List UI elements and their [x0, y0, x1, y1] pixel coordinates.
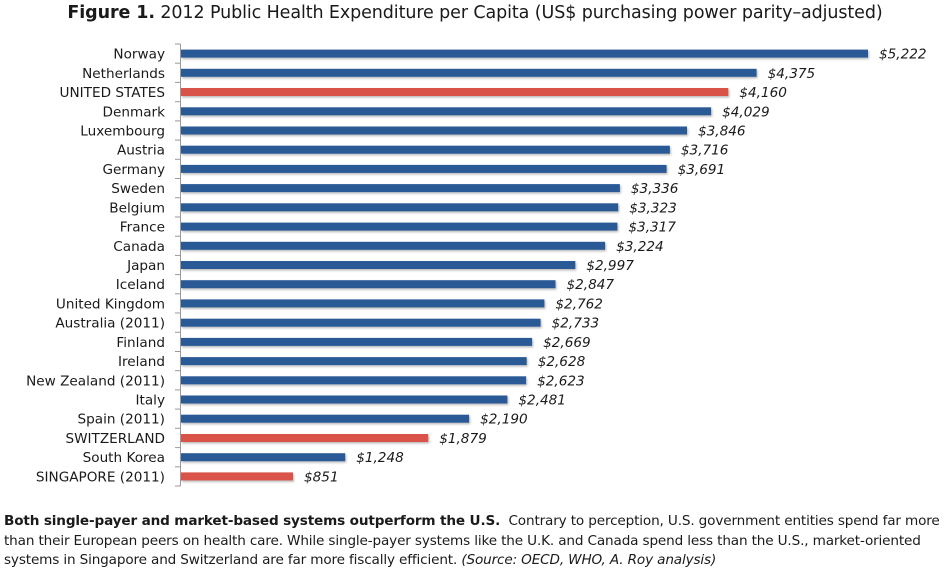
bar-netherlands: [181, 68, 757, 77]
value-label: $1,248: [356, 450, 404, 466]
bar-finland: [181, 337, 533, 346]
bar-austria: [181, 145, 670, 154]
bar-japan: [181, 261, 576, 269]
category-label: Ireland: [118, 354, 165, 370]
bar-south-korea: [181, 453, 346, 462]
category-label: Sweden: [111, 181, 165, 197]
category-label: New Zealand (2011): [26, 373, 165, 389]
value-label: $2,847: [567, 277, 615, 293]
category-label: Austria: [117, 143, 165, 159]
category-label: South Korea: [83, 450, 165, 466]
category-label: Iceland: [116, 277, 165, 293]
y-axis: [175, 43, 181, 487]
bar-sweden: [181, 184, 620, 193]
category-label: United Kingdom: [56, 296, 165, 312]
bar-norway: [181, 49, 868, 58]
category-label: Japan: [126, 258, 165, 274]
value-label: $2,481: [518, 393, 566, 409]
bar-new-zealand-2011: [181, 376, 527, 385]
value-label: $2,623: [537, 373, 585, 389]
value-label: $3,336: [631, 181, 679, 197]
caption-lead: Both single-payer and market-based syste…: [4, 513, 501, 529]
value-label: $3,716: [681, 143, 729, 159]
value-label: $1,879: [439, 431, 487, 447]
value-label: $5,222: [879, 47, 927, 63]
category-label: Canada: [113, 239, 165, 255]
category-label: Italy: [136, 393, 166, 409]
title-main: 2012 Public Health Expenditure per Capit…: [160, 3, 530, 23]
value-label: $2,997: [586, 258, 634, 274]
value-label: $2,762: [555, 296, 603, 312]
bar-france: [181, 222, 618, 231]
category-label: UNITED STATES: [60, 85, 165, 101]
value-label: $851: [304, 469, 339, 485]
value-labels: $5,222 $4,375 $4,160 $4,029 $3,846 $3,716 $3,6…: [304, 47, 927, 486]
value-label: $4,375: [768, 66, 816, 82]
category-label: Australia (2011): [55, 316, 165, 332]
value-label: $2,190: [480, 412, 528, 428]
value-label: $3,323: [629, 200, 677, 216]
bar-germany: [181, 164, 667, 173]
bar-singapore-2011: [181, 472, 293, 481]
bar-ireland: [181, 357, 527, 366]
chart-title: Figure 1. 2012 Public Health Expenditure…: [0, 3, 950, 23]
figure-label: Figure 1.: [67, 3, 155, 23]
caption-body: Contrary to perception, U.S. government …: [4, 513, 940, 568]
figure-caption: Both single-payer and market-based syste…: [4, 512, 948, 571]
category-label: Denmark: [103, 104, 166, 120]
value-label: $3,224: [616, 239, 664, 255]
category-labels: Norway Netherlands UNITED STATES Denmark Lux…: [26, 47, 165, 486]
value-label: $3,691: [678, 162, 726, 178]
value-label: $3,317: [628, 220, 676, 236]
title-units: (US$ purchasing power parity–adjusted): [534, 3, 883, 23]
bar-denmark: [181, 107, 712, 116]
category-label: Spain (2011): [77, 412, 165, 428]
category-label: Germany: [103, 162, 165, 178]
bar-united-kingdom: [181, 299, 545, 308]
bar-united-states: [181, 88, 729, 96]
bar-australia-2011: [181, 318, 541, 327]
value-label: $4,029: [722, 104, 770, 120]
bar-switzerland: [181, 434, 429, 442]
bar-italy: [181, 395, 508, 404]
bar-spain-2011: [181, 414, 470, 423]
value-label: $2,628: [538, 354, 586, 370]
category-label: SWITZERLAND: [65, 431, 165, 447]
value-label: $4,160: [739, 85, 787, 101]
bar-belgium: [181, 203, 619, 212]
category-label: Netherlands: [82, 66, 165, 82]
category-label: SINGAPORE (2011): [36, 469, 165, 485]
value-label: $2,733: [552, 316, 600, 332]
caption-source: (Source: OECD, WHO, A. Roy analysis): [461, 552, 717, 568]
category-label: Luxembourg: [80, 124, 165, 140]
bar-luxembourg: [181, 126, 687, 135]
category-label: Norway: [113, 47, 165, 63]
value-label: $2,669: [543, 335, 591, 351]
bar-canada: [181, 241, 606, 250]
category-label: Finland: [116, 335, 165, 351]
category-label: Belgium: [109, 200, 165, 216]
category-label: France: [120, 220, 165, 236]
bar-iceland: [181, 280, 556, 289]
bars-group: [181, 49, 868, 481]
bar-chart: Norway Netherlands UNITED STATES Denmark Lux…: [26, 43, 927, 487]
value-label: $3,846: [698, 124, 746, 140]
